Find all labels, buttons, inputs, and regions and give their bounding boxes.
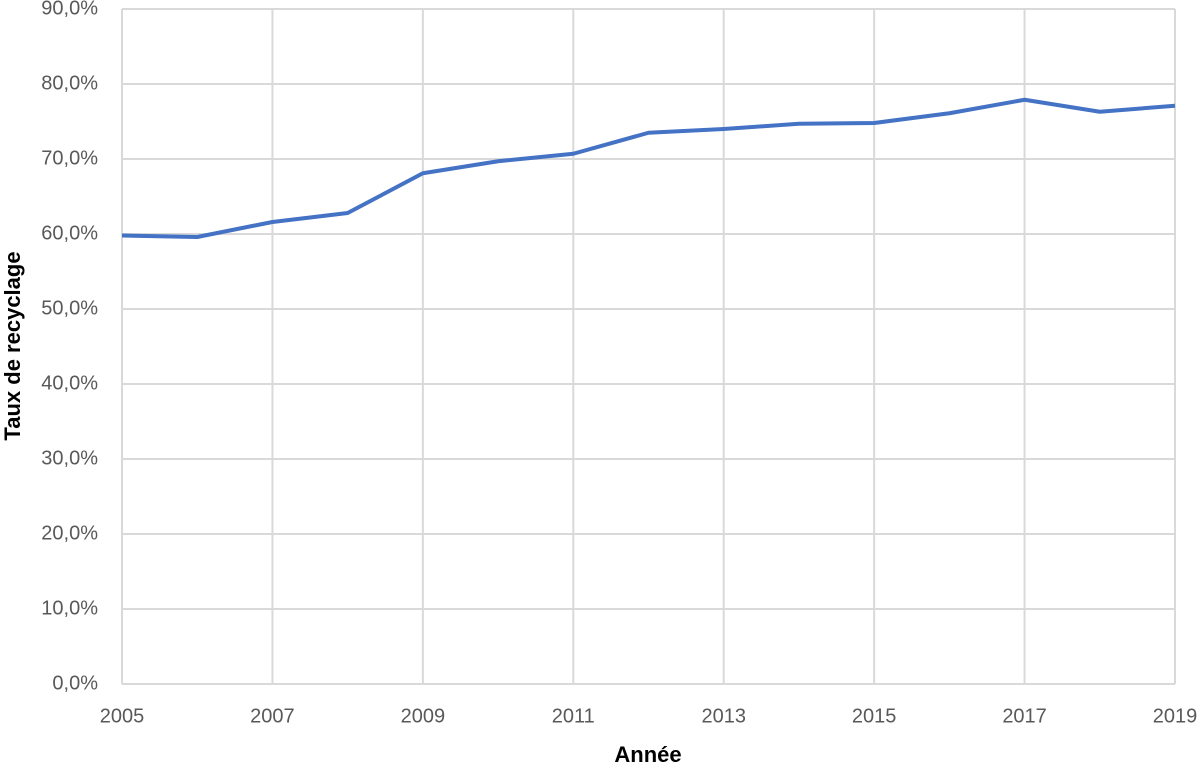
x-tick-label: 2011: [552, 705, 595, 727]
x-tick-label: 2013: [701, 705, 746, 727]
x-tick-label: 2019: [1153, 705, 1198, 727]
x-tick-label: 2005: [100, 705, 145, 727]
y-tick-label: 70,0%: [41, 147, 98, 169]
y-tick-label: 20,0%: [41, 522, 98, 544]
y-tick-label: 0,0%: [52, 672, 98, 694]
x-axis-title: Année: [614, 742, 681, 766]
y-tick-label: 50,0%: [41, 297, 98, 319]
y-axis-title: Taux de recyclage: [0, 251, 25, 440]
x-tick-label: 2015: [852, 705, 897, 727]
y-tick-label: 10,0%: [41, 597, 98, 619]
data-line: [121, 97, 1176, 239]
x-tick-label: 2007: [250, 705, 295, 727]
y-tick-label: 90,0%: [41, 0, 98, 19]
y-tick-label: 60,0%: [41, 222, 98, 244]
y-tick-label: 30,0%: [41, 447, 98, 469]
y-tick-label: 80,0%: [41, 72, 98, 94]
x-tick-label: 2009: [401, 705, 446, 727]
y-tick-label: 40,0%: [41, 372, 98, 394]
x-tick-label: 2017: [1002, 705, 1047, 727]
